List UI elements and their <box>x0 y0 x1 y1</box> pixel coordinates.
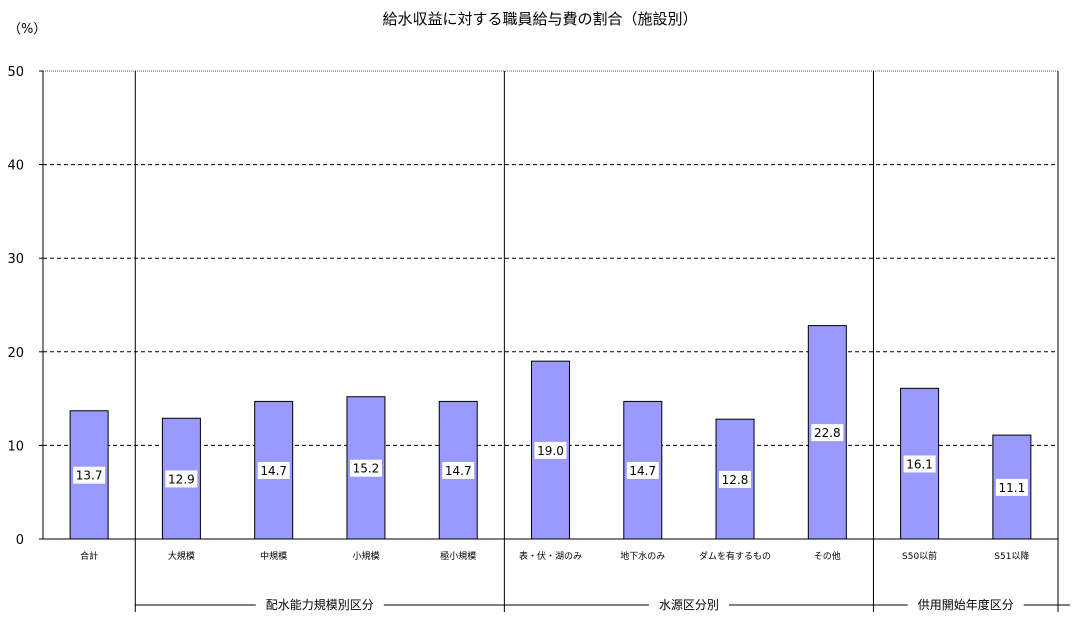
y-tick-label: 50 <box>7 65 24 80</box>
group-label: 配水能力規模別区分 <box>266 597 374 612</box>
y-tick-label: 20 <box>7 346 24 361</box>
data-label-box <box>165 470 198 488</box>
data-label-box <box>995 478 1028 496</box>
data-label-box <box>811 424 844 442</box>
x-tick-label: 大規模 <box>168 550 195 562</box>
data-label-box <box>534 441 567 459</box>
data-label-box <box>626 462 659 480</box>
data-label: 19.0 <box>537 444 564 458</box>
data-label: 16.1 <box>906 457 933 471</box>
data-label-box <box>257 462 290 480</box>
x-tick-label: 合計 <box>80 550 98 562</box>
data-label-box <box>442 462 475 480</box>
x-tick-label: S50以前 <box>902 550 937 562</box>
x-tick-label: 極小規模 <box>440 550 476 562</box>
chart-title: 給水収益に対する職員給与費の割合（施設別） <box>382 10 697 28</box>
x-tick-label: 中規模 <box>260 550 287 562</box>
y-tick-label: 0 <box>16 533 24 548</box>
y-tick-label: 30 <box>7 252 24 267</box>
data-label: 12.9 <box>168 472 195 486</box>
data-label: 14.7 <box>260 464 287 478</box>
y-tick-label: 40 <box>7 159 24 174</box>
data-label-box <box>719 470 752 488</box>
data-label-box <box>73 466 106 484</box>
group-label: 水源区分別 <box>659 598 719 612</box>
data-label: 12.8 <box>722 473 749 487</box>
data-label: 22.8 <box>814 426 841 440</box>
y-unit-label: （%） <box>8 22 46 37</box>
x-tick-label: その他 <box>814 550 841 562</box>
y-tick-label: 10 <box>7 439 24 454</box>
x-tick-label: ダムを有するもの <box>699 550 771 562</box>
plot-area: 0 10 20 30 40 50 13.7 合計 12.9 大規模 14.7 中規模 15.2 小規模 14… <box>7 65 1070 612</box>
data-label-box <box>349 459 382 477</box>
data-label-box <box>903 455 936 473</box>
x-tick-label: 地下水のみ <box>620 550 665 562</box>
x-tick-label: 表・伏・湖のみ <box>519 550 582 562</box>
data-label: 11.1 <box>999 481 1026 495</box>
data-label: 15.2 <box>353 462 380 476</box>
data-label: 14.7 <box>445 464 472 478</box>
x-tick-label: 小規模 <box>352 551 379 562</box>
group-label: 供用開始年度区分 <box>918 597 1014 612</box>
data-label: 14.7 <box>629 464 656 478</box>
data-label: 13.7 <box>76 469 103 483</box>
x-tick-label: S51以降 <box>994 550 1029 562</box>
